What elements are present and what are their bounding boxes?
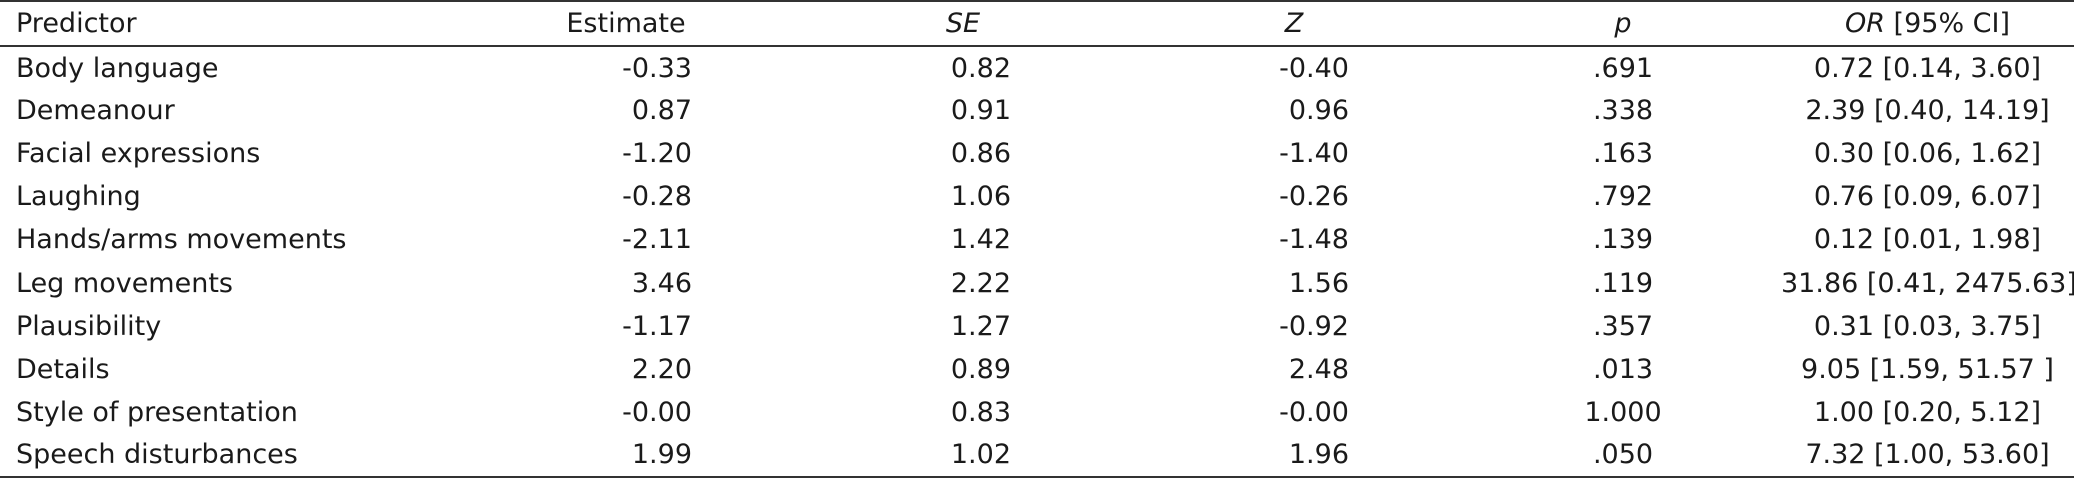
table-row: Laughing -0.28 1.06 -0.26 .792 0.76 [0.09, 6.… — [0, 175, 2074, 218]
table-row: Style of presentation -0.00 0.83 -0.00 1.000… — [0, 391, 2074, 434]
cell-predictor: Style of presentation — [16, 396, 298, 428]
cell-se: 2.22 — [950, 267, 1011, 299]
cell-se: 1.02 — [950, 439, 1011, 471]
cell-se: 0.86 — [950, 138, 1011, 170]
table-row: Demeanour 0.87 0.91 0.96 .338 2.39 [0.40, 14.… — [0, 89, 2074, 132]
cell-p: .139 — [1592, 224, 1654, 256]
header-se: SE — [945, 8, 981, 39]
cell-se: 1.42 — [950, 224, 1011, 256]
cell-z: -0.92 — [1279, 310, 1349, 342]
cell-or-ci: 0.30 [0.06, 1.62] — [1813, 138, 2042, 170]
cell-or-ci: 9.05 [1.59, 51.57 ] — [1801, 353, 2054, 385]
cell-z: -1.40 — [1279, 138, 1349, 170]
cell-p: .163 — [1592, 138, 1654, 170]
cell-estimate: -0.28 — [622, 181, 692, 213]
cell-predictor: Details — [16, 353, 110, 385]
cell-or-ci: 7.32 [1.00, 53.60] — [1805, 439, 2050, 471]
cell-or-ci: 2.39 [0.40, 14.19] — [1805, 95, 2050, 127]
cell-se: 1.06 — [950, 181, 1011, 213]
cell-or-ci: 1.00 [0.20, 5.12] — [1813, 396, 2042, 428]
cell-predictor: Leg movements — [16, 267, 233, 299]
cell-estimate: -1.17 — [622, 310, 692, 342]
cell-or-ci: 0.12 [0.01, 1.98] — [1813, 224, 2042, 256]
header-estimate: Estimate — [566, 8, 686, 39]
cell-predictor: Facial expressions — [16, 138, 261, 170]
table-row: Body language -0.33 0.82 -0.40 .691 0.72 [0.1… — [0, 46, 2074, 89]
table-row: Speech disturbances 1.99 1.02 1.96 .050 7.32 … — [0, 434, 2074, 477]
header-or-ci: OR [95% CI] — [1781, 1, 2074, 46]
cell-p: .013 — [1592, 353, 1654, 385]
table-row: Leg movements 3.46 2.22 1.56 .119 31.86 [0.41… — [0, 261, 2074, 304]
cell-z: -0.00 — [1279, 396, 1349, 428]
cell-p: .050 — [1592, 439, 1654, 471]
cell-estimate: 3.46 — [631, 267, 692, 299]
cell-predictor: Plausibility — [16, 310, 162, 342]
cell-z: -0.40 — [1279, 52, 1349, 84]
cell-or-ci: 0.72 [0.14, 3.60] — [1813, 52, 2042, 84]
table-body: Body language -0.33 0.82 -0.40 .691 0.72 [0.1… — [0, 46, 2074, 477]
cell-se: 0.83 — [950, 396, 1011, 428]
cell-estimate: 2.20 — [631, 353, 692, 385]
cell-z: -0.26 — [1279, 181, 1349, 213]
cell-p: .357 — [1592, 310, 1654, 342]
cell-estimate: 1.99 — [631, 439, 692, 471]
cell-estimate: -1.20 — [622, 138, 692, 170]
cell-predictor: Speech disturbances — [16, 439, 298, 471]
header-z: Z — [1284, 8, 1304, 39]
header-p: p — [1614, 8, 1632, 39]
table-row: Plausibility -1.17 1.27 -0.92 .357 0.31 [0.03… — [0, 305, 2074, 348]
cell-estimate: 0.87 — [631, 95, 692, 127]
cell-p: 1.000 — [1584, 396, 1662, 428]
header-or-label: OR — [1844, 8, 1885, 39]
cell-predictor: Body language — [16, 52, 219, 84]
cell-p: .691 — [1592, 52, 1654, 84]
cell-z: 1.96 — [1288, 439, 1349, 471]
cell-se: 0.82 — [950, 52, 1011, 84]
cell-or-ci: 0.76 [0.09, 6.07] — [1813, 181, 2042, 213]
cell-z: 2.48 — [1288, 353, 1349, 385]
cell-z: -1.48 — [1279, 224, 1349, 256]
cell-z: 0.96 — [1288, 95, 1349, 127]
cell-se: 1.27 — [950, 310, 1011, 342]
cell-or-ci: 0.31 [0.03, 3.75] — [1813, 310, 2042, 342]
table-row: Hands/arms movements -2.11 1.42 -1.48 .139 0.… — [0, 218, 2074, 261]
cell-predictor: Hands/arms movements — [16, 224, 347, 256]
table-header-row: Predictor Estimate SE Z p OR [95% CI] — [0, 1, 2074, 46]
cell-p: .792 — [1592, 181, 1654, 213]
cell-predictor: Demeanour — [16, 95, 175, 127]
table-row: Details 2.20 0.89 2.48 .013 9.05 [1.59, 51.57… — [0, 348, 2074, 391]
cell-se: 0.89 — [950, 353, 1011, 385]
cell-se: 0.91 — [950, 95, 1011, 127]
cell-estimate: -0.33 — [622, 52, 692, 84]
header-ci-label: [95% CI] — [1884, 8, 2011, 39]
cell-predictor: Laughing — [16, 181, 141, 213]
cell-estimate: -2.11 — [622, 224, 692, 256]
cell-estimate: -0.00 — [622, 396, 692, 428]
header-predictor: Predictor — [16, 8, 137, 39]
cell-or-ci: 31.86 [0.41, 2475.63] — [1781, 267, 2074, 299]
cell-p: .338 — [1592, 95, 1654, 127]
cell-p: .119 — [1592, 267, 1654, 299]
table-row: Facial expressions -1.20 0.86 -1.40 .163 0.30… — [0, 132, 2074, 175]
cell-z: 1.56 — [1288, 267, 1349, 299]
